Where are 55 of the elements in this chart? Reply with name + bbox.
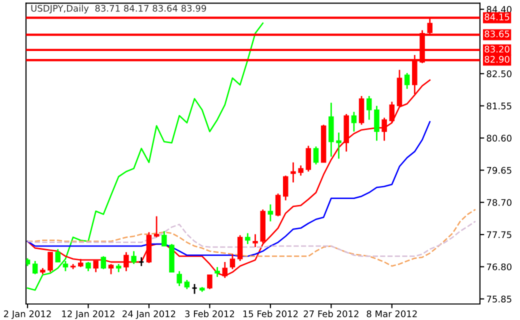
text: 82.50 [486, 70, 512, 78]
candlestick [245, 232, 250, 245]
candlestick [154, 216, 160, 238]
candlestick [290, 162, 296, 184]
candlestick [100, 256, 106, 270]
candlestick [389, 101, 395, 124]
ref-line-label: 83.20 [484, 46, 510, 53]
candlestick [192, 283, 198, 295]
text: 79.65 [486, 166, 512, 174]
candlestick [48, 251, 53, 273]
ref-line-label: 82.90 [484, 56, 510, 63]
candlestick [336, 132, 342, 160]
candlestick [184, 279, 190, 290]
chart-title: USDJPY,Daily 83.71 84.17 83.64 83.99 [31, 4, 206, 14]
candlestick [176, 270, 182, 287]
candlestick [374, 105, 380, 142]
candlestick [131, 250, 136, 265]
candlestick [306, 145, 312, 172]
candlestick [32, 260, 38, 275]
x-tick-label: 15 Feb 2012 [243, 310, 298, 318]
candlestick [124, 251, 129, 272]
candlestick [55, 248, 61, 263]
text: 81.55 [486, 102, 512, 110]
text: 76.80 [486, 263, 512, 270]
candlestick [162, 230, 167, 247]
x-tick-label: 2 Jan 2012 [4, 310, 51, 319]
candlestick [230, 254, 236, 270]
text: 77.75 [486, 231, 512, 238]
candlestick [404, 72, 410, 90]
candlestick [237, 234, 243, 262]
candlestick [382, 117, 387, 142]
ref-line-label: 83.65 [484, 30, 510, 38]
text: 84.40 [486, 6, 512, 13]
candlestick [93, 260, 98, 273]
candlestick [298, 164, 304, 176]
candlestick [62, 260, 68, 272]
candlestick [252, 234, 258, 248]
x-tick-label: 12 Jan 2012 [62, 310, 114, 319]
candlestick [268, 204, 274, 222]
text: 80.60 [486, 134, 512, 142]
candlestick [86, 261, 91, 272]
candlestick [366, 95, 372, 120]
candlestick [207, 274, 212, 290]
x-tick-label: 8 Mar 2012 [366, 310, 417, 318]
x-tick-label: 27 Feb 2012 [304, 310, 358, 318]
text: 78.70 [486, 199, 512, 206]
x-tick-label: 24 Jan 2012 [122, 310, 176, 319]
ref-line-label: 84.15 [484, 14, 510, 20]
candlestick [214, 266, 220, 278]
candlestick [282, 174, 288, 202]
x-tick-label: 3 Feb 2012 [185, 310, 234, 318]
candlestick [313, 146, 319, 166]
candlestick [351, 111, 357, 132]
candlestick [275, 192, 281, 217]
text: 75.85 [486, 296, 512, 302]
